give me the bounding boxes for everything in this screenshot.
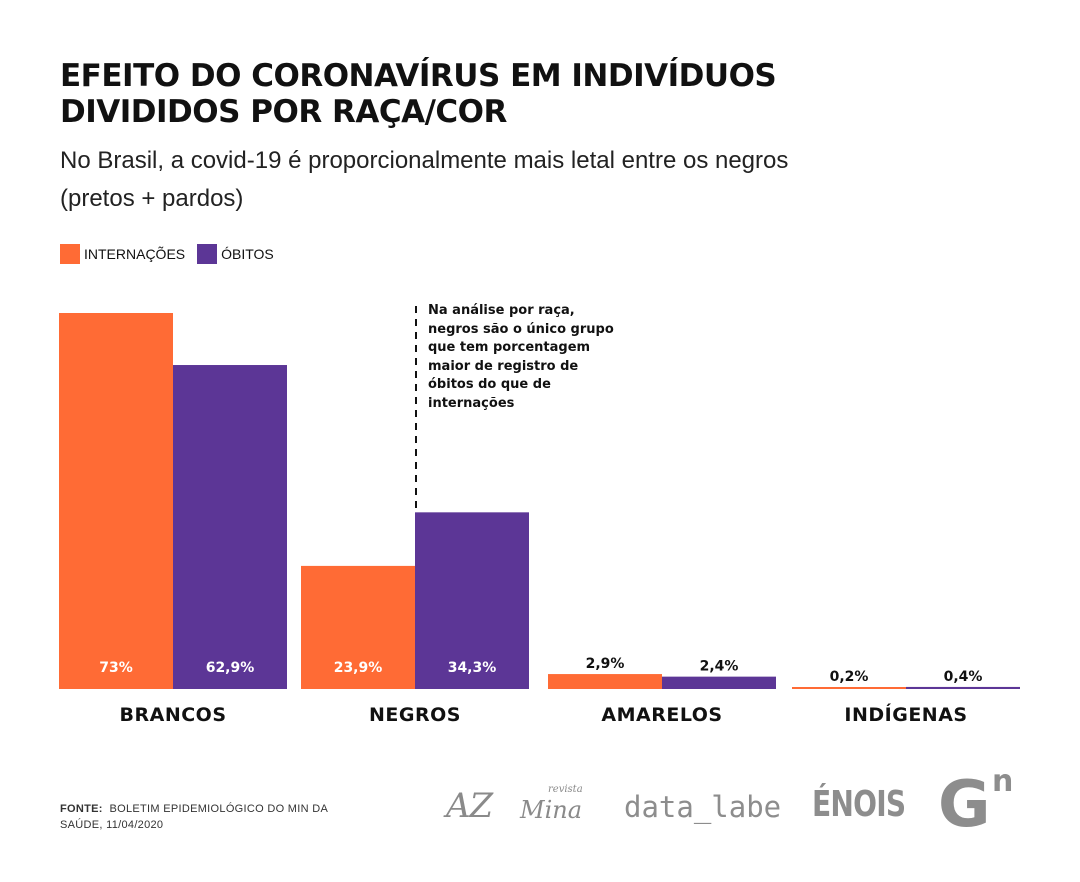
datalabe-logo: data_labe (624, 790, 782, 824)
legend-item-obitos: ÓBITOS (197, 244, 274, 264)
bar-negros-internacoes (301, 565, 415, 689)
gn-logo: G n (938, 764, 1028, 844)
data-label-indígenas-internacoes: 0,2% (830, 669, 869, 685)
bar-indígenas-obitos (906, 686, 1020, 689)
azmina-logo-sub: Mina (520, 796, 583, 824)
data-label-brancos-internacoes: 73% (99, 660, 133, 676)
data-label-amarelos-obitos: 2,4% (700, 659, 739, 675)
chart-subtitle: No Brasil, a covid-19 é proporcionalment… (60, 147, 789, 212)
legend-label-internacoes: INTERNAÇÕES (84, 246, 186, 262)
legend-item-internacoes: INTERNAÇÕES (60, 244, 185, 264)
source-note: FONTE: BOLETIM EPIDEMIOLÓGICO DO MIN DA … (60, 801, 360, 833)
legend-label-obitos: ÓBITOS (221, 246, 274, 262)
legend-swatch-internacoes (60, 244, 80, 264)
gn-logo-main: G (938, 768, 991, 842)
category-label-brancos: BRANCOS (120, 704, 227, 726)
bar-indígenas-internacoes (792, 687, 906, 689)
data-label-indígenas-obitos: 0,4% (944, 669, 983, 685)
category-label-amarelos: AMARELOS (601, 704, 722, 726)
azmina-logo-main: AZ (446, 786, 493, 826)
category-label-indígenas: INDÍGENAS (844, 703, 967, 726)
data-label-negros-obitos: 34,3% (448, 660, 497, 676)
chart-title: EFEITO DO CORONAVÍRUS EM INDIVÍDUOS DIVI… (60, 58, 777, 130)
bar-amarelos-internacoes (548, 674, 662, 689)
bar-brancos-internacoes (59, 313, 173, 689)
data-label-negros-internacoes: 23,9% (334, 660, 383, 676)
bar-negros-obitos (415, 512, 529, 689)
category-label-negros: NEGROS (369, 704, 461, 726)
azmina-logo-small: revista (548, 784, 583, 795)
azmina-logo: AZ Mina revista (440, 780, 590, 830)
bar-amarelos-obitos (662, 676, 776, 689)
source-text: BOLETIM EPIDEMIOLÓGICO DO MIN DA SAÚDE, … (60, 803, 328, 831)
data-label-brancos-obitos: 62,9% (206, 660, 255, 676)
enois-logo: ÉNOIS (812, 784, 906, 825)
legend-swatch-obitos (197, 244, 218, 264)
annotation-text: Na análise por raça, negros são o único … (428, 303, 614, 411)
legend: INTERNAÇÕES ÓBITOS (60, 244, 274, 264)
source-label: FONTE: (60, 803, 103, 815)
gn-logo-sup: n (992, 764, 1014, 799)
bar-brancos-obitos (173, 365, 287, 689)
data-label-amarelos-internacoes: 2,9% (586, 656, 625, 672)
